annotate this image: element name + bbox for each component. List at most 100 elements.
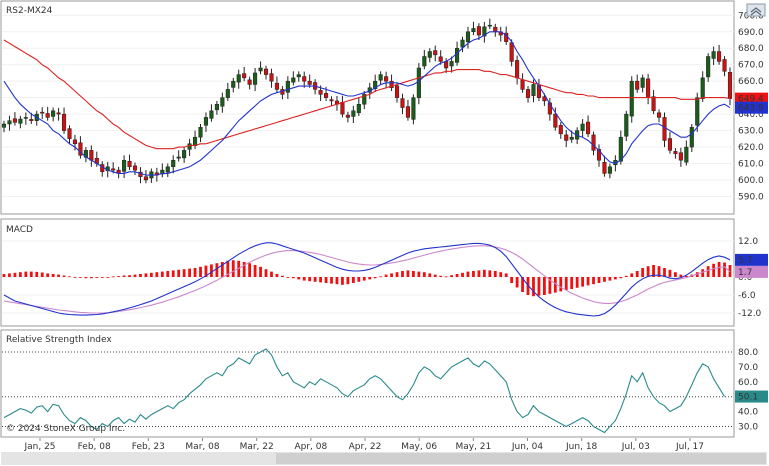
macd-histogram-bar — [395, 272, 399, 277]
macd-histogram-bar — [390, 273, 393, 277]
macd-histogram-bar — [68, 276, 71, 278]
macd-histogram-bar — [581, 277, 585, 287]
price-candle-body — [324, 93, 329, 98]
price-candle-body — [111, 168, 116, 171]
macd-histogram-bar — [695, 272, 699, 277]
price-candle-body — [422, 56, 427, 67]
macd-histogram-bar — [182, 269, 186, 277]
rsi-value-badge — [735, 390, 768, 403]
price-candle-body — [547, 102, 552, 115]
scrollbar-thumb[interactable] — [276, 453, 766, 464]
price-candle-body — [72, 139, 78, 145]
price-candle-body — [651, 96, 656, 112]
rsi-series-group — [2, 348, 734, 434]
macd-histogram-bar — [444, 276, 448, 278]
price-candle-body — [607, 166, 612, 174]
price-candle-body — [56, 112, 61, 115]
price-candle-body — [673, 151, 678, 154]
rsi-y-tick-label: 60.0 — [738, 378, 758, 388]
price-candle-body — [187, 143, 192, 150]
macd-value-badge — [735, 253, 768, 266]
macd-y-tick-label: -12.0 — [738, 309, 762, 319]
macd-histogram-bar — [122, 275, 126, 277]
price-candle-body — [471, 28, 476, 33]
price-candle-body — [247, 79, 252, 85]
macd-y-tick-label: -6.0 — [738, 291, 756, 301]
macd-histogram-bar — [543, 277, 546, 295]
macd-line — [3, 242, 731, 317]
price-candle-body — [378, 74, 383, 81]
macd-histogram-bar — [450, 275, 454, 277]
price-candle-body — [225, 89, 230, 98]
macd-histogram-bar — [570, 277, 574, 289]
macd-histogram-bar — [319, 277, 323, 283]
price-candle-body — [476, 26, 481, 36]
macd-histogram-bar — [259, 266, 262, 277]
macd-histogram-bar — [177, 269, 181, 277]
macd-histogram-bar — [488, 270, 492, 277]
scroll-up-button[interactable] — [746, 3, 766, 17]
macd-histogram-bar — [204, 265, 208, 277]
macd-histogram-bar — [100, 277, 104, 278]
macd-histogram-bar — [679, 274, 683, 277]
price-candle-body — [717, 51, 722, 62]
price-candle-body — [263, 68, 269, 75]
price-candle-body — [12, 118, 17, 123]
price-candle-body — [356, 103, 361, 114]
x-axis-tick-label: May, 21 — [455, 442, 491, 452]
x-axis-tick-label: Mar, 08 — [185, 442, 219, 452]
price-candle-body — [351, 110, 356, 117]
macd-histogram-bar — [133, 274, 137, 277]
macd-histogram-bar — [24, 271, 28, 277]
price-candle-body — [684, 146, 689, 163]
price-candle-body — [274, 82, 279, 90]
macd-histogram-bar — [537, 277, 541, 296]
double-chevron-up-icon — [750, 7, 762, 16]
rsi-y-tick-label: 40.0 — [738, 408, 758, 418]
price-y-tick-label: 620.0 — [738, 143, 764, 153]
price-candle-body — [258, 67, 263, 72]
rsi-y-tick-label: 70.0 — [738, 363, 758, 373]
price-candle-body — [416, 67, 421, 98]
price-y-tick-label: 630.0 — [738, 127, 764, 137]
macd-y-tick-label: 0.0 — [738, 273, 753, 283]
price-candle-body — [394, 85, 400, 98]
price-y-tick-label: 610.0 — [738, 160, 764, 170]
macd-histogram-bar — [226, 260, 230, 277]
macd-histogram-bar — [717, 262, 721, 277]
macd-histogram-bar — [220, 262, 224, 277]
macd-histogram-bar — [155, 272, 159, 277]
macd-y-tick-label: 12.0 — [738, 237, 758, 247]
macd-histogram-bar — [8, 273, 11, 277]
price-candle-body — [318, 90, 323, 95]
x-axis-tick-label: Jun, 04 — [511, 442, 544, 452]
price-y-tick-label: 590.0 — [738, 192, 764, 202]
price-candle-body — [722, 59, 727, 72]
macd-histogram-bar — [302, 277, 306, 281]
macd-histogram-bar — [608, 277, 612, 281]
macd-histogram-bar — [373, 277, 377, 279]
price-candle-body — [411, 97, 416, 120]
price-series-group — [1, 14, 734, 197]
macd-histogram-bar — [472, 271, 475, 277]
last-price-badge — [735, 92, 768, 105]
rsi-line — [3, 348, 725, 434]
macd-histogram-bar — [521, 277, 524, 292]
price-candle-body — [373, 80, 378, 90]
macd-histogram-bar — [439, 275, 443, 277]
macd-histogram-bar — [2, 274, 6, 277]
price-candle-body — [89, 150, 94, 161]
price-candle-body — [23, 117, 28, 119]
price-candle-body — [656, 112, 662, 118]
macd-histogram-bar — [586, 277, 590, 286]
macd-histogram-bar — [433, 274, 437, 277]
macd-histogram-bar — [515, 277, 519, 288]
macd-histogram-bar — [210, 264, 213, 277]
macd-histogram-bar — [624, 275, 628, 277]
short-moving-average-line — [3, 31, 731, 176]
horizontal-scrollbar[interactable] — [1, 452, 767, 465]
price-candle-body — [482, 26, 487, 37]
price-candle-body — [444, 61, 449, 69]
price-candle-body — [253, 72, 258, 85]
